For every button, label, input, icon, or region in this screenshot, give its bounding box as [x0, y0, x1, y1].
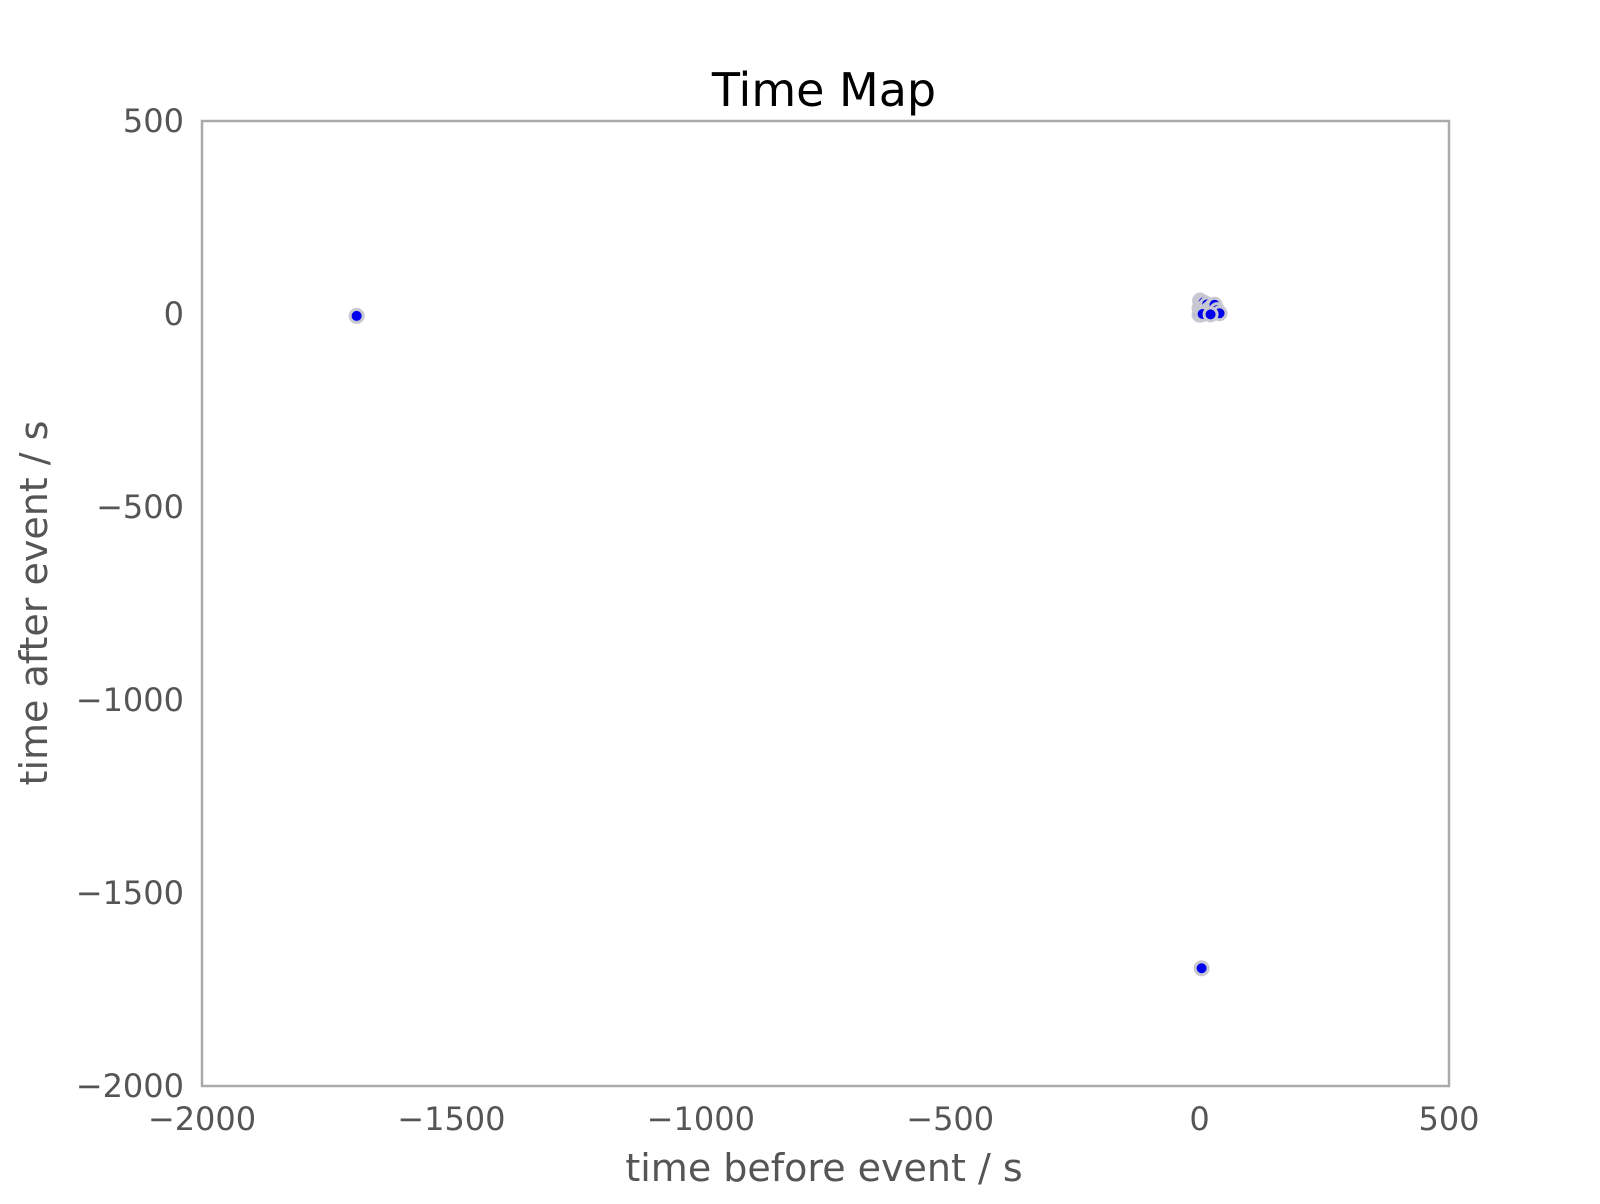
- x-tick-label: −1500: [397, 1100, 505, 1138]
- y-axis-label: time after event / s: [12, 421, 56, 786]
- y-tick-label: 500: [123, 102, 184, 140]
- x-tick-label: −2000: [148, 1100, 256, 1138]
- x-axis-ticks: −2000 −1500 −1000 −500 0 500: [148, 1100, 1480, 1138]
- scatter-points: [348, 292, 1228, 977]
- x-tick-label: −500: [906, 1100, 994, 1138]
- y-tick-label: 0: [164, 295, 184, 333]
- y-tick-label: −500: [96, 488, 184, 526]
- scatter-point: [1202, 306, 1219, 323]
- y-tick-label: −2000: [76, 1067, 184, 1105]
- y-tick-label: −1000: [76, 681, 184, 719]
- plot-frame: [200, 119, 1451, 1088]
- chart-title: Time Map: [711, 63, 936, 117]
- x-tick-label: 500: [1418, 1100, 1479, 1138]
- scatter-point: [348, 307, 365, 324]
- scatter-point: [1193, 960, 1210, 977]
- x-axis-label: time before event / s: [625, 1146, 1022, 1190]
- x-tick-label: 0: [1189, 1100, 1209, 1138]
- y-tick-label: −1500: [76, 874, 184, 912]
- x-tick-label: −1000: [647, 1100, 755, 1138]
- y-axis-ticks: −2000 −1500 −1000 −500 0 500: [76, 102, 184, 1105]
